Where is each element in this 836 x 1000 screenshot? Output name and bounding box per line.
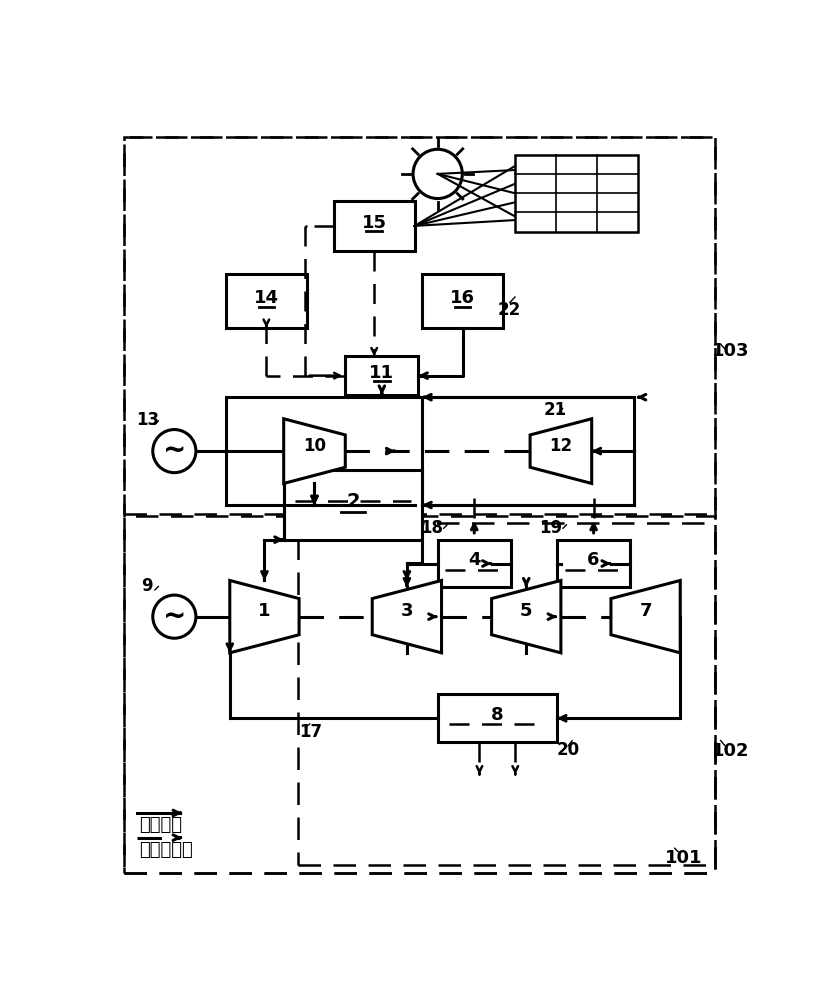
Text: 8: 8: [491, 706, 503, 724]
Text: 11: 11: [370, 364, 395, 382]
Text: 17: 17: [299, 723, 322, 741]
Bar: [515, 155, 638, 232]
Bar: [226, 397, 634, 505]
Text: 21: 21: [543, 401, 566, 419]
Text: 9: 9: [141, 577, 153, 595]
Text: 12: 12: [549, 437, 573, 455]
Polygon shape: [611, 580, 681, 653]
Text: 10: 10: [303, 437, 326, 455]
Text: 1: 1: [258, 602, 271, 620]
Polygon shape: [283, 419, 345, 483]
Text: 16: 16: [451, 289, 475, 307]
Text: 工作流体: 工作流体: [139, 816, 182, 834]
Bar: [124, 137, 715, 514]
Text: 6: 6: [588, 551, 600, 569]
Bar: [422, 274, 503, 328]
Bar: [298, 523, 715, 865]
Polygon shape: [530, 419, 592, 483]
Bar: [283, 470, 422, 540]
Text: 103: 103: [711, 342, 749, 360]
Polygon shape: [230, 580, 299, 653]
Text: 7: 7: [640, 602, 652, 620]
Text: 5: 5: [520, 602, 533, 620]
Text: ~: ~: [163, 437, 186, 465]
Text: 22: 22: [497, 301, 521, 319]
Text: 2: 2: [346, 492, 359, 511]
Bar: [334, 201, 415, 251]
Bar: [124, 516, 715, 873]
Text: 15: 15: [362, 214, 387, 232]
Polygon shape: [372, 580, 441, 653]
Text: 传蓄热流体: 传蓄热流体: [139, 841, 192, 859]
Text: 14: 14: [254, 289, 279, 307]
Text: 3: 3: [400, 602, 413, 620]
Bar: [438, 694, 557, 742]
Text: 4: 4: [468, 551, 481, 569]
Bar: [345, 356, 419, 395]
Text: 18: 18: [420, 519, 443, 537]
Text: ~: ~: [163, 603, 186, 631]
Bar: [226, 274, 307, 328]
Text: 19: 19: [539, 519, 563, 537]
Polygon shape: [492, 580, 561, 653]
Text: 13: 13: [135, 411, 159, 429]
Bar: [438, 540, 511, 587]
Text: 102: 102: [711, 742, 749, 760]
Text: 20: 20: [557, 741, 580, 759]
Bar: [557, 540, 630, 587]
Text: 101: 101: [665, 849, 703, 867]
